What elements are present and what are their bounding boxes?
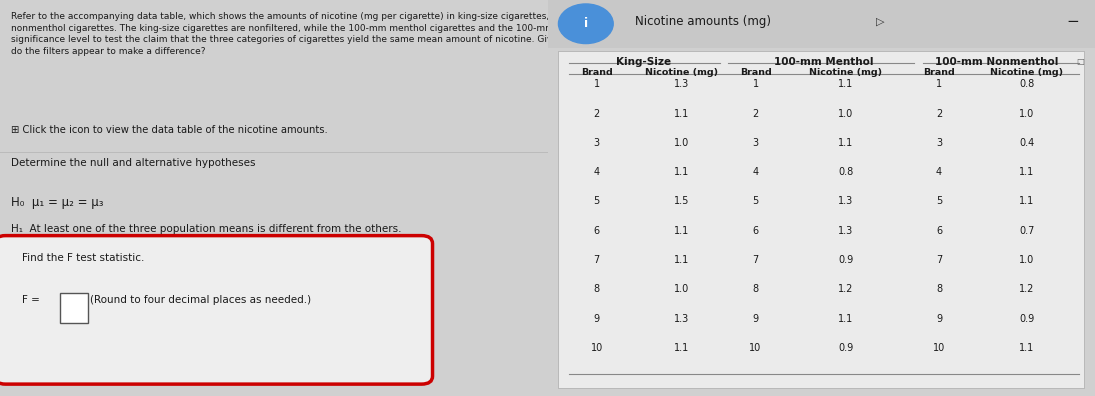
Text: F =: F = <box>22 295 39 305</box>
Text: 1.1: 1.1 <box>839 314 853 324</box>
Text: 5: 5 <box>593 196 600 206</box>
Text: 7: 7 <box>936 255 942 265</box>
Text: 7: 7 <box>752 255 759 265</box>
Text: 0.4: 0.4 <box>1019 138 1034 148</box>
Text: 9: 9 <box>752 314 759 324</box>
Text: 3: 3 <box>936 138 942 148</box>
Text: 1.2: 1.2 <box>1018 284 1035 294</box>
Text: 1.3: 1.3 <box>675 314 689 324</box>
Text: 4: 4 <box>593 167 600 177</box>
Text: 5: 5 <box>936 196 942 206</box>
Circle shape <box>558 4 613 44</box>
Text: 0.9: 0.9 <box>839 343 853 353</box>
Text: 8: 8 <box>936 284 942 294</box>
Text: ⊞ Click the icon to view the data table of the nicotine amounts.: ⊞ Click the icon to view the data table … <box>11 125 327 135</box>
Text: 1.0: 1.0 <box>1019 255 1034 265</box>
Text: ▷: ▷ <box>876 17 885 27</box>
Text: i: i <box>584 17 588 30</box>
Text: 6: 6 <box>936 226 942 236</box>
Text: 6: 6 <box>752 226 759 236</box>
Text: 0.9: 0.9 <box>839 255 853 265</box>
Text: 1.1: 1.1 <box>675 226 689 236</box>
Text: King-Size: King-Size <box>615 57 671 67</box>
Text: 6: 6 <box>593 226 600 236</box>
Text: 9: 9 <box>936 314 942 324</box>
Text: 1.1: 1.1 <box>839 79 853 89</box>
Text: 3: 3 <box>593 138 600 148</box>
Text: 10: 10 <box>749 343 762 353</box>
Text: 2: 2 <box>593 109 600 118</box>
Text: Nicotine (mg): Nicotine (mg) <box>990 68 1063 77</box>
Text: Brand: Brand <box>581 68 612 77</box>
Text: 1: 1 <box>752 79 759 89</box>
Text: 1.1: 1.1 <box>1019 167 1034 177</box>
Text: 1.1: 1.1 <box>1019 196 1034 206</box>
FancyBboxPatch shape <box>548 0 1095 48</box>
Text: 1.0: 1.0 <box>839 109 853 118</box>
Text: H₀  μ₁ = μ₂ = μ₃: H₀ μ₁ = μ₂ = μ₃ <box>11 196 103 209</box>
Text: H₁  At least one of the three population means is different from the others.: H₁ At least one of the three population … <box>11 224 402 234</box>
Text: 1.1: 1.1 <box>675 343 689 353</box>
Text: 1.1: 1.1 <box>675 255 689 265</box>
Text: −: − <box>1067 14 1080 29</box>
Text: 2: 2 <box>936 109 942 118</box>
Text: 0.8: 0.8 <box>839 167 853 177</box>
Text: 10: 10 <box>933 343 945 353</box>
Text: Nicotine (mg): Nicotine (mg) <box>645 68 718 77</box>
FancyBboxPatch shape <box>60 293 88 323</box>
Text: Nicotine (mg): Nicotine (mg) <box>809 68 883 77</box>
Text: 0.7: 0.7 <box>1018 226 1035 236</box>
Text: 1.2: 1.2 <box>838 284 854 294</box>
Text: Brand: Brand <box>923 68 955 77</box>
Text: 2: 2 <box>752 109 759 118</box>
Text: 1.3: 1.3 <box>839 196 853 206</box>
Text: 100-mm Nonmenthol: 100-mm Nonmenthol <box>935 57 1058 67</box>
Text: Refer to the accompanying data table, which shows the amounts of nicotine (mg pe: Refer to the accompanying data table, wh… <box>11 12 791 56</box>
Text: 0.8: 0.8 <box>1019 79 1034 89</box>
Text: 1.1: 1.1 <box>675 109 689 118</box>
Text: 7: 7 <box>593 255 600 265</box>
Text: 1.3: 1.3 <box>675 79 689 89</box>
Text: 1.3: 1.3 <box>839 226 853 236</box>
Text: 1.0: 1.0 <box>1019 109 1034 118</box>
Text: □: □ <box>1075 57 1084 67</box>
Text: 8: 8 <box>752 284 759 294</box>
Text: 3: 3 <box>752 138 759 148</box>
Text: 5: 5 <box>752 196 759 206</box>
Text: 1.0: 1.0 <box>675 284 689 294</box>
Text: 1.0: 1.0 <box>675 138 689 148</box>
Text: 1: 1 <box>593 79 600 89</box>
Text: 1.1: 1.1 <box>675 167 689 177</box>
Text: Find the F test statistic.: Find the F test statistic. <box>22 253 145 263</box>
FancyBboxPatch shape <box>558 51 1084 388</box>
Text: Brand: Brand <box>740 68 771 77</box>
Text: 4: 4 <box>936 167 942 177</box>
Text: 1.1: 1.1 <box>839 138 853 148</box>
Text: Nicotine amounts (mg): Nicotine amounts (mg) <box>635 15 771 28</box>
Text: 4: 4 <box>752 167 759 177</box>
Text: 10: 10 <box>590 343 603 353</box>
Text: 8: 8 <box>593 284 600 294</box>
FancyBboxPatch shape <box>0 236 433 384</box>
Text: 1.1: 1.1 <box>1019 343 1034 353</box>
Text: Determine the null and alternative hypotheses: Determine the null and alternative hypot… <box>11 158 255 168</box>
Text: (Round to four decimal places as needed.): (Round to four decimal places as needed.… <box>90 295 311 305</box>
Text: 1: 1 <box>936 79 942 89</box>
Text: 9: 9 <box>593 314 600 324</box>
Text: 100-mm Menthol: 100-mm Menthol <box>774 57 874 67</box>
Text: 1.5: 1.5 <box>673 196 690 206</box>
Text: 0.9: 0.9 <box>1019 314 1034 324</box>
